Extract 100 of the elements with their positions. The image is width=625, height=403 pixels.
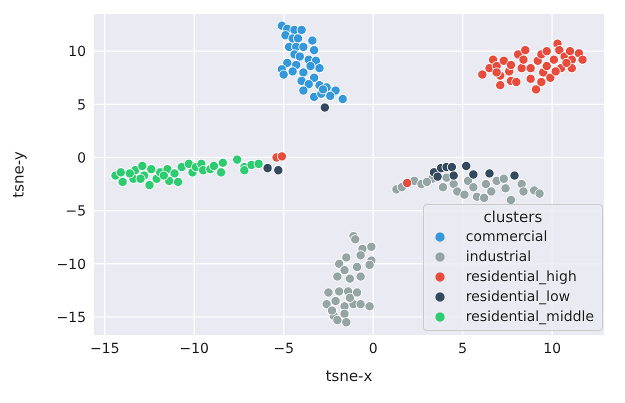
point xyxy=(136,174,146,184)
point xyxy=(500,183,511,194)
point xyxy=(334,258,344,269)
point xyxy=(320,102,330,113)
point xyxy=(146,164,156,174)
point xyxy=(448,170,459,181)
x-tick-label: −5 xyxy=(273,340,294,357)
point xyxy=(565,46,575,56)
point xyxy=(498,56,509,66)
point xyxy=(173,176,184,187)
point xyxy=(330,296,341,306)
x-tick-label: −10 xyxy=(179,340,209,357)
point xyxy=(356,250,366,260)
point xyxy=(276,151,287,162)
y-tick-label: −5 xyxy=(65,204,86,220)
point xyxy=(542,61,552,72)
y-tick-label: −10 xyxy=(56,256,86,273)
point xyxy=(510,170,520,181)
point xyxy=(116,167,126,178)
point xyxy=(118,176,128,187)
point xyxy=(158,170,169,181)
point xyxy=(332,272,342,282)
point xyxy=(438,182,448,192)
point xyxy=(531,84,541,94)
legend-label: residential_middle xyxy=(466,308,594,327)
point xyxy=(356,299,366,310)
point xyxy=(498,174,509,184)
point xyxy=(516,63,527,74)
point xyxy=(518,54,528,65)
point xyxy=(338,94,348,104)
y-tick-label: −15 xyxy=(56,310,86,326)
point xyxy=(484,168,494,178)
point xyxy=(208,160,219,171)
y-axis-title: tsne-y xyxy=(9,151,28,198)
legend-title: clusters xyxy=(482,207,544,227)
point xyxy=(332,315,342,326)
point xyxy=(314,63,324,74)
point xyxy=(296,24,307,35)
point xyxy=(288,66,298,76)
point xyxy=(364,260,375,270)
point xyxy=(232,154,242,165)
point xyxy=(446,162,457,172)
point xyxy=(309,45,320,56)
point xyxy=(334,286,344,296)
point xyxy=(480,179,491,190)
legend-label: industrial xyxy=(466,248,532,267)
point xyxy=(534,188,545,199)
legend-label: commercial xyxy=(466,228,548,247)
x-tick-label: 0 xyxy=(368,340,378,357)
point xyxy=(262,163,273,174)
legend-label: residential_high xyxy=(466,268,577,287)
point xyxy=(548,54,559,65)
point xyxy=(486,186,496,197)
point xyxy=(322,299,332,310)
point xyxy=(479,192,490,203)
point xyxy=(477,70,488,80)
point xyxy=(461,160,472,171)
point xyxy=(518,186,528,197)
point xyxy=(306,61,316,72)
legend-label: residential_low xyxy=(466,288,570,307)
point xyxy=(327,306,337,316)
point xyxy=(352,262,362,272)
point xyxy=(561,58,572,68)
point xyxy=(550,66,561,76)
point xyxy=(350,234,360,244)
point xyxy=(144,180,154,190)
x-tick-label: 10 xyxy=(543,340,562,357)
x-tick-label: −15 xyxy=(90,340,120,357)
point xyxy=(137,160,148,171)
point xyxy=(536,77,546,88)
point xyxy=(340,265,350,276)
x-tick-label: 5 xyxy=(458,340,468,357)
point xyxy=(511,77,522,88)
point xyxy=(542,46,552,56)
point xyxy=(352,287,362,298)
y-tick-label: 5 xyxy=(77,97,86,114)
point xyxy=(356,272,366,282)
point xyxy=(218,158,228,168)
point xyxy=(298,67,308,78)
point xyxy=(506,195,516,206)
point xyxy=(492,67,502,78)
point xyxy=(298,42,308,52)
point xyxy=(344,292,355,303)
point xyxy=(304,79,314,90)
point xyxy=(468,170,478,180)
point xyxy=(459,190,470,200)
point xyxy=(520,45,530,56)
point xyxy=(432,172,443,182)
point xyxy=(293,33,303,44)
point xyxy=(422,176,432,187)
point xyxy=(526,63,536,74)
point xyxy=(545,72,556,83)
point xyxy=(340,308,350,319)
point xyxy=(124,168,135,178)
y-tick-label: 0 xyxy=(77,150,86,166)
point xyxy=(254,158,264,169)
y-tick-label: 10 xyxy=(68,44,86,60)
point xyxy=(526,74,536,84)
point xyxy=(344,274,355,284)
point xyxy=(216,167,226,178)
